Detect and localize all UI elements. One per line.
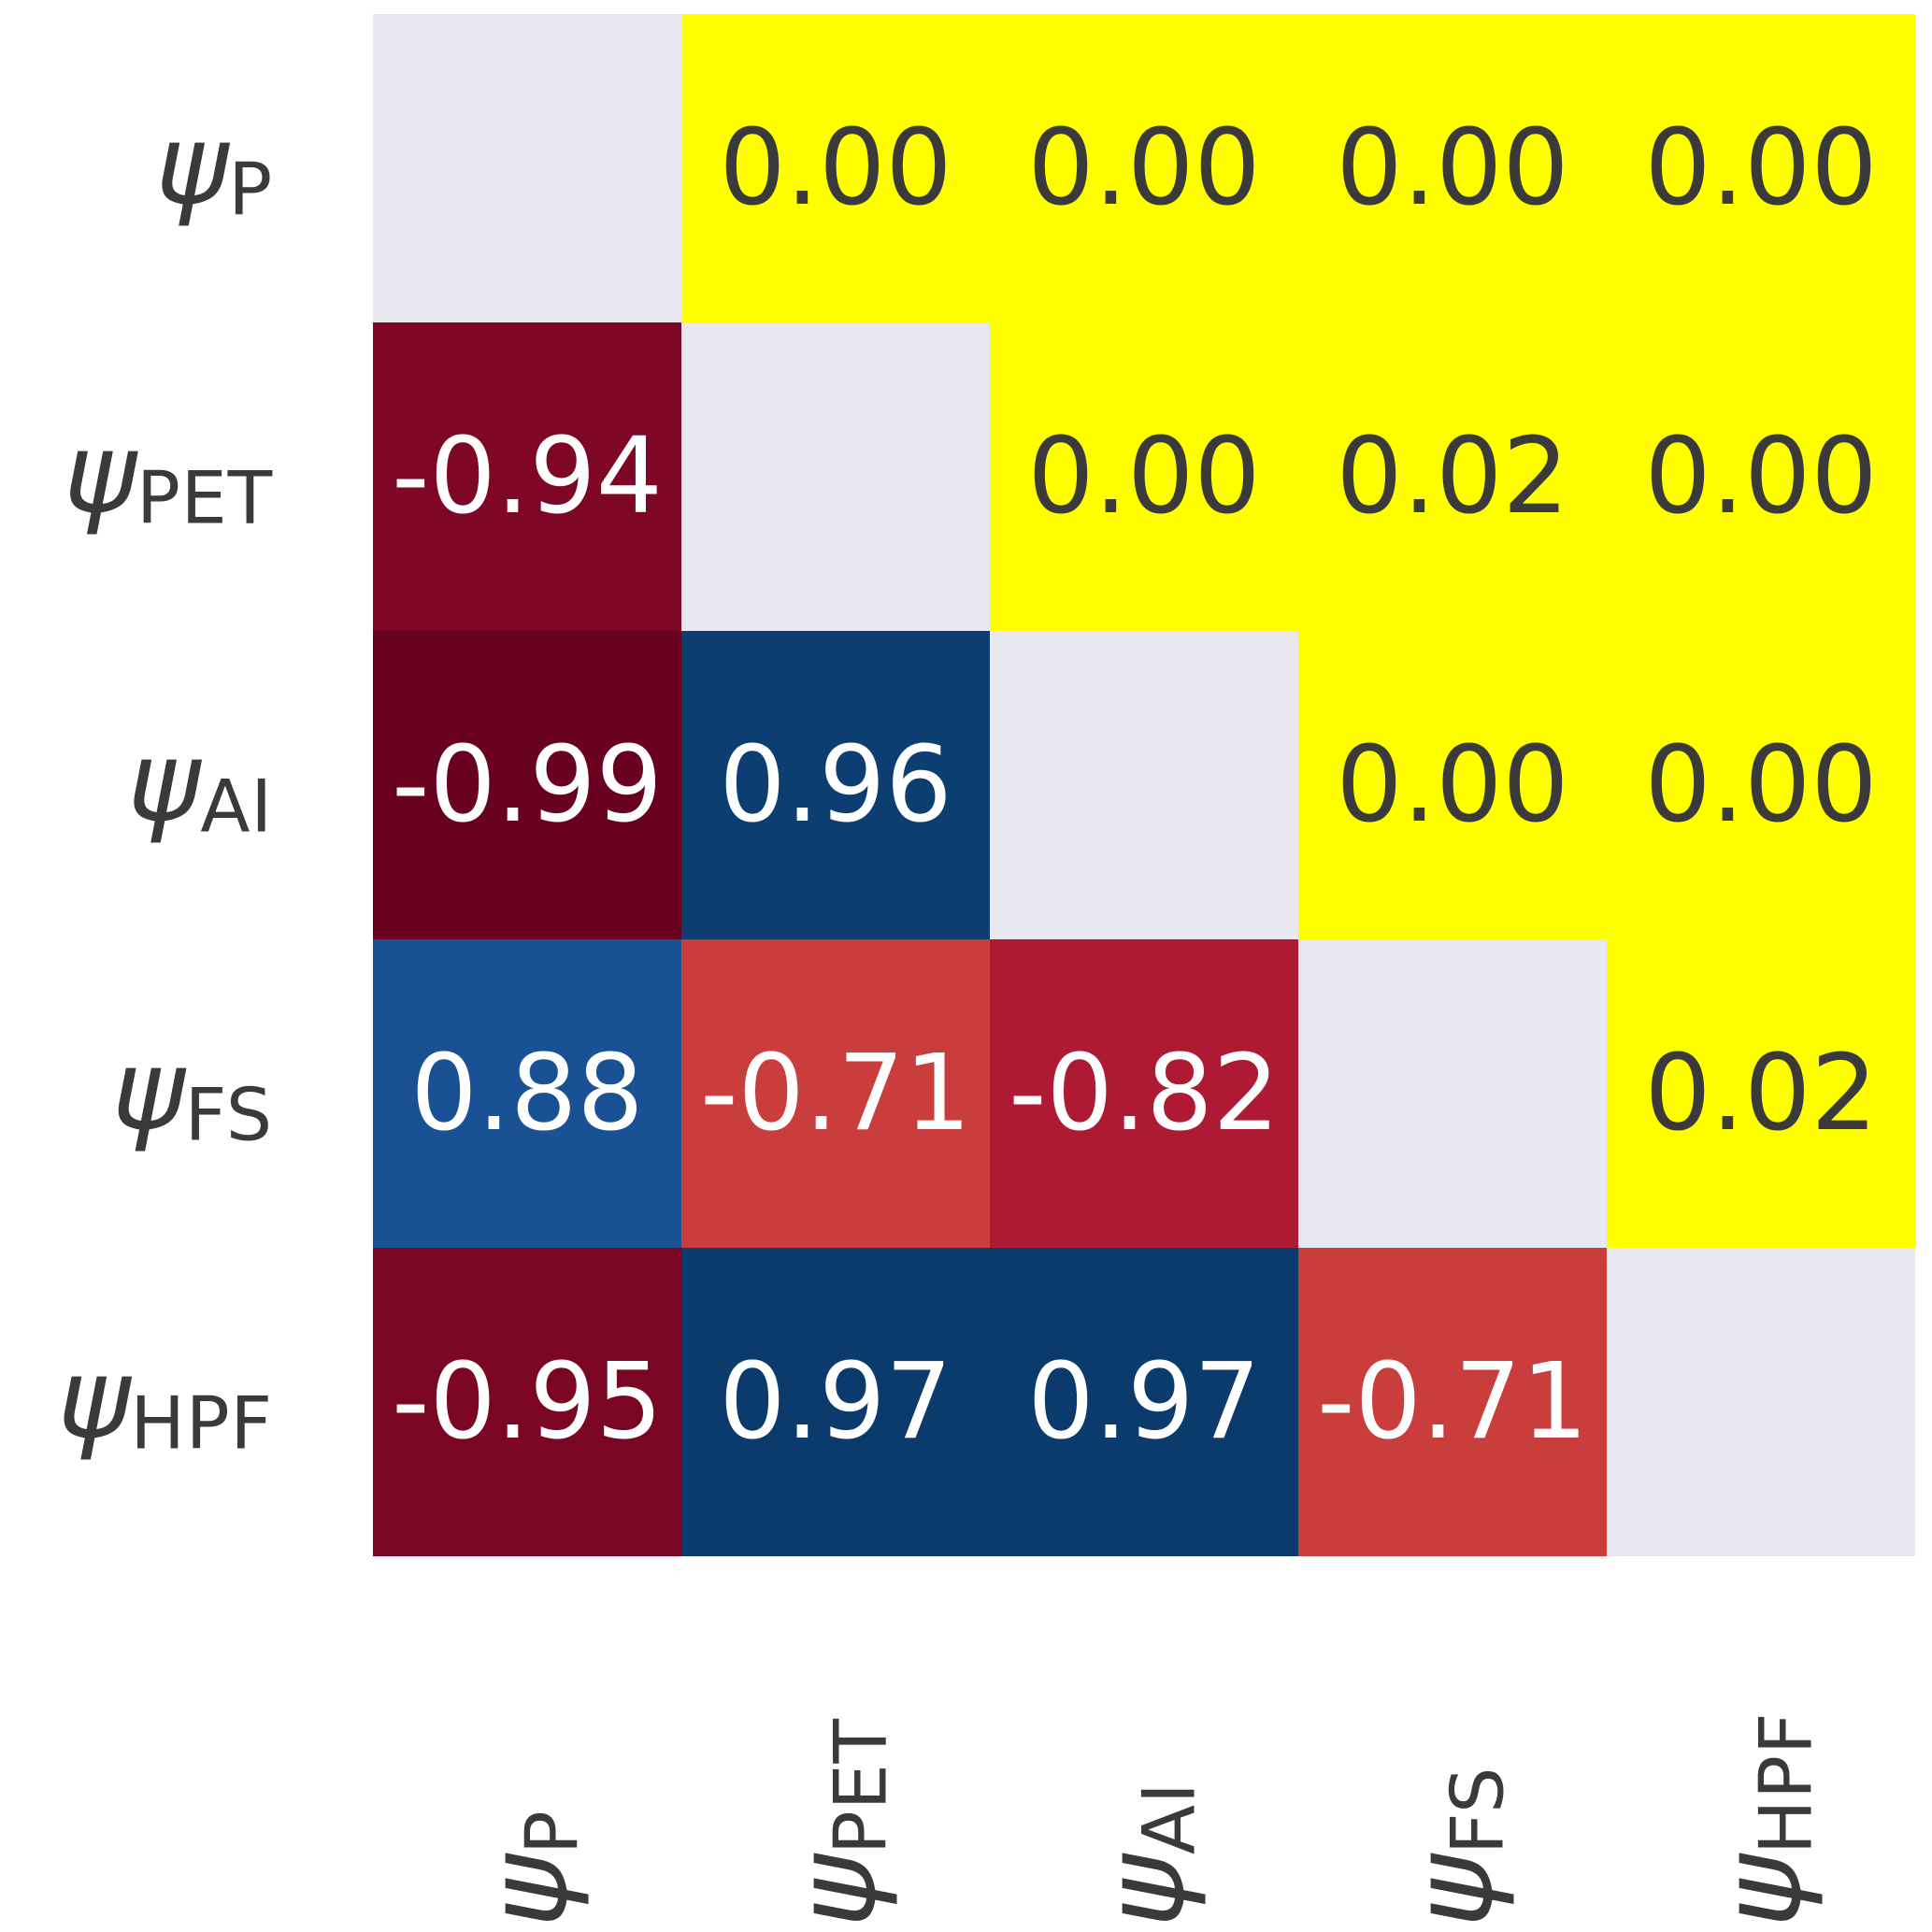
psi-symbol: ψ <box>127 716 201 846</box>
heatmap-correlation-cell: -0.94 <box>373 322 681 631</box>
psi-symbol: ψ <box>57 1333 131 1463</box>
heatmap-diagonal-cell <box>990 631 1298 939</box>
variable-subscript: HPF <box>130 1381 273 1467</box>
heatmap-correlation-cell: -0.71 <box>1298 1248 1607 1556</box>
heatmap-pvalue-cell: 0.00 <box>1298 14 1607 322</box>
heatmap-correlation-cell: -0.71 <box>681 939 990 1248</box>
variable-subscript: PET <box>819 1718 904 1855</box>
variable-subscript: P <box>510 1810 595 1855</box>
x-tick-label-text: ψFS <box>1388 1767 1520 1927</box>
variable-subscript: HPF <box>1744 1711 1829 1855</box>
heatmap-correlation-cell: 0.97 <box>681 1248 990 1556</box>
heatmap-pvalue-cell: 0.00 <box>990 322 1298 631</box>
psi-symbol: ψ <box>64 408 136 537</box>
variable-subscript: AI <box>1127 1782 1212 1855</box>
y-tick-label-p: ψP <box>0 109 273 227</box>
psi-symbol: ψ <box>1080 1854 1209 1927</box>
psi-symbol: ψ <box>1696 1854 1825 1927</box>
heatmap-pvalue-cell: 0.00 <box>1607 14 1915 322</box>
psi-symbol: ψ <box>111 1024 185 1154</box>
x-tick-label-text: ψHPF <box>1696 1712 1828 1927</box>
variable-subscript: AI <box>200 765 273 850</box>
y-tick-label-fs: ψFS <box>0 1035 273 1152</box>
heatmap-diagonal-cell <box>1298 939 1607 1248</box>
heatmap-pvalue-cell: 0.00 <box>1298 631 1607 939</box>
heatmap-pvalue-cell: 0.00 <box>990 14 1298 322</box>
y-tick-label-hpf: ψHPF <box>0 1343 273 1461</box>
heatmap-diagonal-cell <box>1607 1248 1915 1556</box>
heatmap-diagonal-cell <box>373 14 681 322</box>
psi-symbol: ψ <box>463 1854 592 1927</box>
heatmap-pvalue-cell: 0.02 <box>1607 939 1915 1248</box>
variable-subscript: PET <box>136 456 273 541</box>
y-tick-label-pet: ψPET <box>0 418 273 536</box>
heatmap-pvalue-cell: 0.00 <box>1607 322 1915 631</box>
x-tick-label-text: ψAI <box>1080 1782 1211 1927</box>
heatmap-correlation-cell: -0.82 <box>990 939 1298 1248</box>
x-tick-label-text: ψP <box>463 1810 594 1927</box>
heatmap-correlation-cell: 0.96 <box>681 631 990 939</box>
heatmap-correlation-cell: -0.95 <box>373 1248 681 1556</box>
x-tick-label-text: ψPET <box>771 1718 903 1927</box>
heatmap-pvalue-cell: 0.02 <box>1298 322 1607 631</box>
heatmap-pvalue-cell: 0.00 <box>1607 631 1915 939</box>
variable-subscript: P <box>228 148 273 233</box>
variable-subscript: FS <box>1436 1766 1521 1855</box>
heatmap-correlation-cell: 0.88 <box>373 939 681 1248</box>
heatmap-pvalue-cell: 0.00 <box>681 14 990 322</box>
heatmap-grid: 0.00 0.00 0.00 0.00 -0.94 0.00 0.02 0.00 -0.99 0.… <box>373 14 1915 1556</box>
heatmap-diagonal-cell <box>681 322 990 631</box>
variable-subscript: FS <box>184 1073 273 1158</box>
heatmap-correlation-cell: -0.99 <box>373 631 681 939</box>
psi-symbol: ψ <box>771 1854 900 1927</box>
y-tick-label-ai: ψAI <box>0 726 273 844</box>
psi-symbol: ψ <box>1388 1854 1517 1927</box>
psi-symbol: ψ <box>155 99 229 229</box>
heatmap-correlation-cell: 0.97 <box>990 1248 1298 1556</box>
